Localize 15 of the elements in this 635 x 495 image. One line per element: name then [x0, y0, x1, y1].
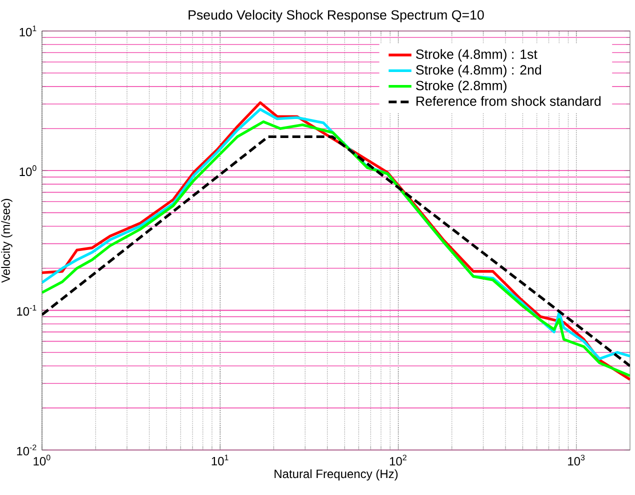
x-tick-label: 10$^{1}$	[212, 454, 228, 466]
legend-label: Stroke (4.8mm) : 2nd	[416, 64, 542, 78]
y-axis-title: Velocity (m/sec)	[1, 198, 12, 283]
y-tick-label: 10$^{-1}$	[17, 304, 36, 316]
y-tick-label: 10$^{1}$	[20, 26, 36, 36]
x-axis-title: Natural Frequency (Hz)	[274, 469, 398, 481]
y-tick-label: 10$^{0}$	[20, 165, 36, 176]
legend-label: Reference from shock standard	[416, 96, 601, 106]
y-tick-label: 10$^{-2}$	[17, 444, 36, 456]
legend-label: Stroke (4.8mm) : 1st	[416, 49, 538, 62]
chart-title: Pseudo Velocity Shock Response Spectrum Q=10	[188, 10, 484, 22]
x-tick-label: 10$^{3}$	[568, 454, 585, 466]
x-tick-label: 10$^{2}$	[390, 454, 406, 466]
x-tick-label: 10$^{0}$	[34, 454, 50, 466]
legend-label: Stroke (2.8mm)	[416, 80, 506, 93]
